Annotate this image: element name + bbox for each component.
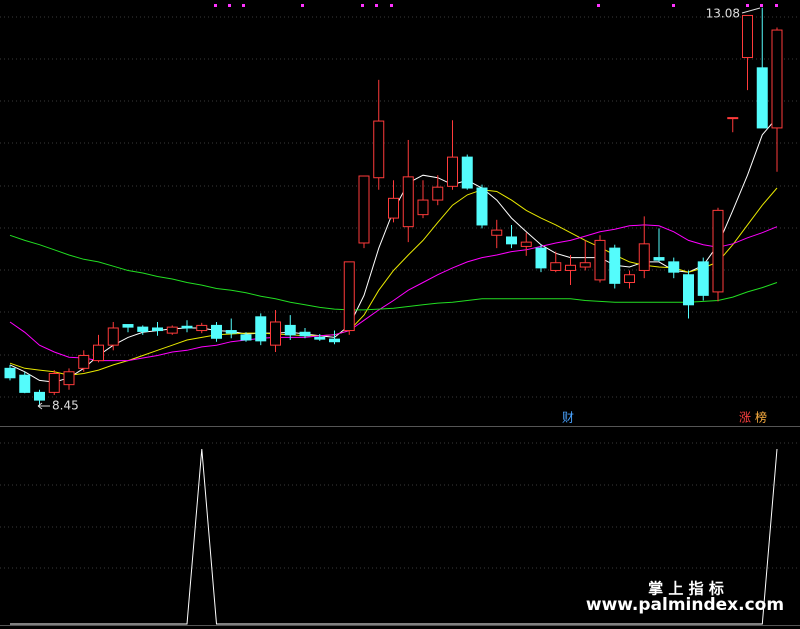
candle-body [771, 29, 783, 129]
candle-body [181, 325, 193, 329]
candle-body [211, 324, 222, 339]
watermark-title: 掌 上 指 标 [648, 580, 724, 598]
candle-body [727, 117, 739, 120]
candle-body [358, 175, 370, 244]
candle-body [166, 326, 178, 334]
candle-body [756, 67, 768, 129]
candle-body [314, 336, 326, 340]
event-marker: 财 [562, 411, 574, 425]
candle-body [653, 257, 665, 261]
candle-body [447, 156, 458, 187]
candle-body [63, 371, 75, 386]
candle-body [107, 327, 119, 346]
event-marker: 榜 [755, 410, 767, 425]
candle-body [152, 327, 163, 332]
candle-body [343, 261, 355, 332]
candle-body [520, 241, 532, 247]
candle-body [624, 274, 635, 283]
grid [0, 16, 800, 626]
candle-body [491, 229, 503, 236]
candle-body [668, 261, 680, 273]
moving-average-line [9, 224, 778, 362]
indicator-line [10, 448, 778, 625]
candle-body [402, 176, 414, 228]
candle-body [122, 324, 134, 328]
candle-body [476, 187, 488, 226]
candle-body [255, 316, 267, 342]
candle-body [417, 199, 429, 216]
moving-average-line [9, 117, 778, 383]
watermark-url: www.palmindex.com [586, 595, 784, 615]
moving-average-line [9, 234, 778, 311]
candle-body [565, 264, 576, 271]
candle-body [388, 197, 399, 219]
candle-body [48, 372, 60, 393]
annotation-arrow-head [37, 402, 43, 410]
candle-body [609, 247, 621, 284]
candle-body [137, 326, 149, 332]
candle-body [535, 247, 547, 269]
high-annotation: 13.08 [706, 7, 740, 21]
candle-body [506, 236, 517, 245]
candle-body [373, 120, 385, 179]
candle-body [299, 331, 311, 337]
low-annotation: 8.45 [52, 399, 79, 413]
candle-body [329, 338, 340, 343]
candle-body [196, 324, 208, 332]
candle-body [225, 330, 237, 334]
candle-body [697, 261, 709, 296]
candle-body [4, 367, 16, 379]
candle-body [78, 354, 90, 369]
candle-body [742, 14, 753, 59]
candle-body [432, 186, 444, 201]
candle-body [270, 321, 281, 346]
top-dots [214, 4, 778, 7]
candle-body [93, 344, 104, 362]
annotation-arrow [741, 7, 761, 14]
candle-body [461, 156, 473, 189]
candle-body [712, 209, 724, 293]
candle-body [579, 262, 591, 268]
candle-body [19, 374, 31, 393]
candle-body [594, 239, 606, 281]
candle-body [284, 324, 296, 336]
candle-body [638, 243, 650, 271]
candle-body [34, 391, 45, 401]
candle-body [683, 274, 694, 306]
event-marker: 涨 [739, 410, 751, 425]
candle-body [240, 334, 252, 341]
candle-body [550, 262, 562, 271]
